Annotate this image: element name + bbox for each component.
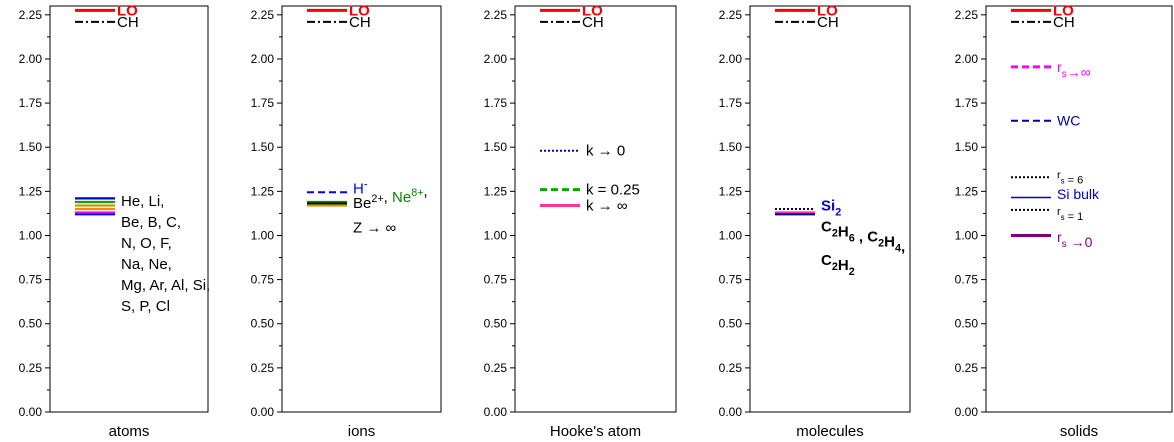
y-tick-label: 1.75 [719, 96, 743, 110]
annotation-text: rs = 6 [1057, 170, 1083, 187]
y-tick-label: 1.25 [251, 184, 275, 198]
annotation-text: rs→∞ [1057, 59, 1091, 80]
y-tick-label: 0.50 [719, 317, 743, 331]
plot-frame [49, 5, 209, 413]
y-tick-label: 2.00 [484, 52, 508, 66]
y-tick-label: 2.00 [719, 52, 743, 66]
y-tick-label: 1.50 [955, 140, 979, 154]
annotation-text: S, P, Cl [121, 298, 170, 315]
y-tick-label: 1.00 [484, 228, 508, 242]
series-label: CH [117, 14, 139, 31]
y-tick-label: 1.00 [719, 228, 743, 242]
y-tick-label: 1.00 [955, 228, 979, 242]
y-tick-label: 0.00 [19, 405, 43, 419]
annotation-text: k = 0.25 [586, 182, 640, 199]
y-tick-label: 0.25 [955, 361, 979, 375]
y-tick-label: 0.25 [484, 361, 508, 375]
x-axis-label: solids [1060, 423, 1098, 440]
x-axis-label: molecules [796, 423, 864, 440]
y-tick-label: 2.00 [955, 52, 979, 66]
y-tick-label: 1.75 [19, 96, 43, 110]
y-tick-label: 2.25 [955, 8, 979, 22]
y-tick-label: 2.25 [484, 8, 508, 22]
y-tick-label: 0.75 [19, 273, 43, 287]
panel-atoms: 0.00 0.25 0.50 0.75 1.00 1.25 1.50 1.75 2.00 2.25… [19, 2, 211, 440]
y-tick-label: 2.25 [251, 8, 275, 22]
annotation-text: Si bulk [1057, 186, 1100, 202]
y-tick-label: 0.25 [251, 361, 275, 375]
y-tick-label: 0.50 [19, 317, 43, 331]
annotation-text: Si2 [821, 197, 841, 218]
annotation-text: Na, Ne, [121, 256, 172, 273]
annotation-text: k → ∞ [586, 197, 628, 214]
x-axis-label: atoms [109, 423, 150, 440]
y-tick-label: 1.50 [251, 140, 275, 154]
annotation-text: C2H2 [821, 252, 855, 278]
y-tick-label: 0.25 [719, 361, 743, 375]
plot-frame [514, 5, 677, 413]
y-tick-label: 1.75 [955, 96, 979, 110]
y-tick-label: 2.00 [19, 52, 43, 66]
y-tick-label: 0.75 [484, 273, 508, 287]
y-tick-label: 2.00 [251, 52, 275, 66]
y-tick-label: 1.25 [484, 184, 508, 198]
plot-frame [281, 5, 442, 413]
y-tick-label: 0.00 [719, 405, 743, 419]
y-tick-label: 2.25 [19, 8, 43, 22]
y-tick-label: 0.00 [484, 405, 508, 419]
panel-hooke-s-atom: 0.00 0.25 0.50 0.75 1.00 1.25 1.50 1.75 2.00 2.25… [484, 2, 677, 440]
series-label: LO [817, 2, 838, 19]
series-label: LO [117, 2, 138, 19]
y-tick-label: 1.00 [19, 228, 43, 242]
x-axis-label: ions [348, 423, 376, 440]
annotation-text: rs →0 [1057, 229, 1093, 250]
y-tick-label: 1.25 [719, 184, 743, 198]
annotation-text: WC [1057, 113, 1080, 129]
plot-frame [749, 5, 911, 413]
y-tick-label: 0.00 [251, 405, 275, 419]
y-tick-label: 0.50 [484, 317, 508, 331]
y-tick-label: 0.75 [719, 273, 743, 287]
series-label: CH [1053, 14, 1075, 31]
panel-molecules: 0.00 0.25 0.50 0.75 1.00 1.25 1.50 1.75 2.00 2.25… [719, 2, 911, 440]
y-tick-label: 0.50 [955, 317, 979, 331]
series-label: CH [349, 14, 371, 31]
annotation-text: Be2+, Ne8+, [353, 183, 428, 212]
y-tick-label: 0.25 [19, 361, 43, 375]
plot-frame [985, 5, 1173, 413]
y-tick-label: 1.50 [19, 140, 43, 154]
y-tick-label: 1.50 [719, 140, 743, 154]
x-axis-label: Hooke's atom [550, 423, 641, 440]
annotation-text: C2H6 , C2H4, [821, 219, 905, 256]
annotation-text: rs = 1 [1057, 206, 1083, 223]
y-tick-label: 2.25 [719, 8, 743, 22]
y-tick-label: 1.75 [484, 96, 508, 110]
series-label: LO [582, 2, 603, 19]
y-tick-label: 1.25 [19, 184, 43, 198]
series-label: CH [582, 14, 604, 31]
annotation-text: Be, B, C, [121, 214, 181, 231]
annotation-text: N, O, F, [121, 235, 172, 252]
annotation-text: H- [353, 179, 368, 198]
panel-ions: 0.00 0.25 0.50 0.75 1.00 1.25 1.50 1.75 2.00 2.25… [251, 2, 442, 440]
y-tick-label: 0.75 [955, 273, 979, 287]
annotation-text: k → 0 [586, 143, 625, 160]
annotation-text: Z → ∞ [353, 220, 396, 237]
series-label: LO [349, 2, 370, 19]
y-tick-label: 1.00 [251, 228, 275, 242]
y-tick-label: 0.00 [955, 405, 979, 419]
panel-solids: 0.00 0.25 0.50 0.75 1.00 1.25 1.50 1.75 2.00 2.25… [955, 2, 1173, 440]
annotation-text: Mg, Ar, Al, Si, [121, 277, 210, 294]
series-label: CH [817, 14, 839, 31]
y-tick-label: 0.50 [251, 317, 275, 331]
y-tick-label: 1.25 [955, 184, 979, 198]
y-tick-label: 1.50 [484, 140, 508, 154]
annotation-text: He, Li, [121, 193, 164, 210]
y-tick-label: 1.75 [251, 96, 275, 110]
y-tick-label: 0.75 [251, 273, 275, 287]
series-label: LO [1053, 2, 1074, 19]
